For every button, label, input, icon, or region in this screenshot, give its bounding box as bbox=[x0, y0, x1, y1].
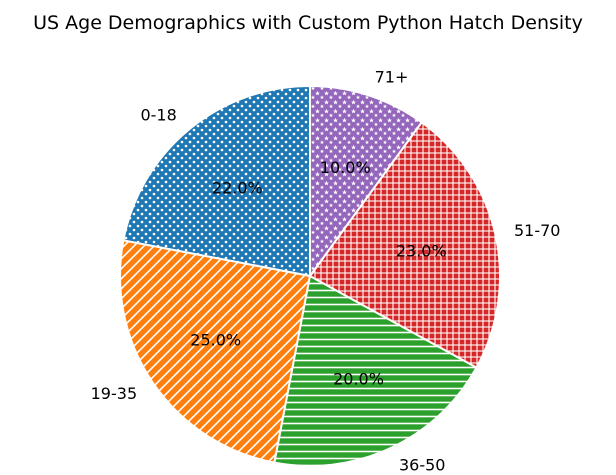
category-label: 51-70 bbox=[514, 221, 561, 240]
pie-slice-36-50 bbox=[273, 274, 478, 467]
category-label: 36-50 bbox=[399, 456, 446, 475]
category-label: 71+ bbox=[375, 68, 409, 87]
pie-slice-0-18 bbox=[122, 84, 311, 278]
percent-label: 20.0% bbox=[333, 370, 384, 389]
pie-slice-71 bbox=[309, 84, 424, 280]
chart-title: US Age Demographics with Custom Python H… bbox=[33, 12, 583, 34]
pie-slices bbox=[119, 84, 501, 467]
pie-slice-51-70 bbox=[308, 120, 501, 369]
percent-label: 25.0% bbox=[190, 331, 241, 350]
pie-labels: 22.0% 0-18 25.0% 19-35 20.0% 36-50 23.0% 51-70 1… bbox=[91, 68, 561, 475]
percent-label: 10.0% bbox=[320, 158, 371, 177]
category-label: 0-18 bbox=[140, 105, 176, 124]
pie-slice-19-35 bbox=[119, 239, 312, 464]
category-label: 19-35 bbox=[91, 384, 138, 403]
percent-label: 22.0% bbox=[212, 179, 263, 198]
percent-label: 23.0% bbox=[396, 242, 447, 261]
